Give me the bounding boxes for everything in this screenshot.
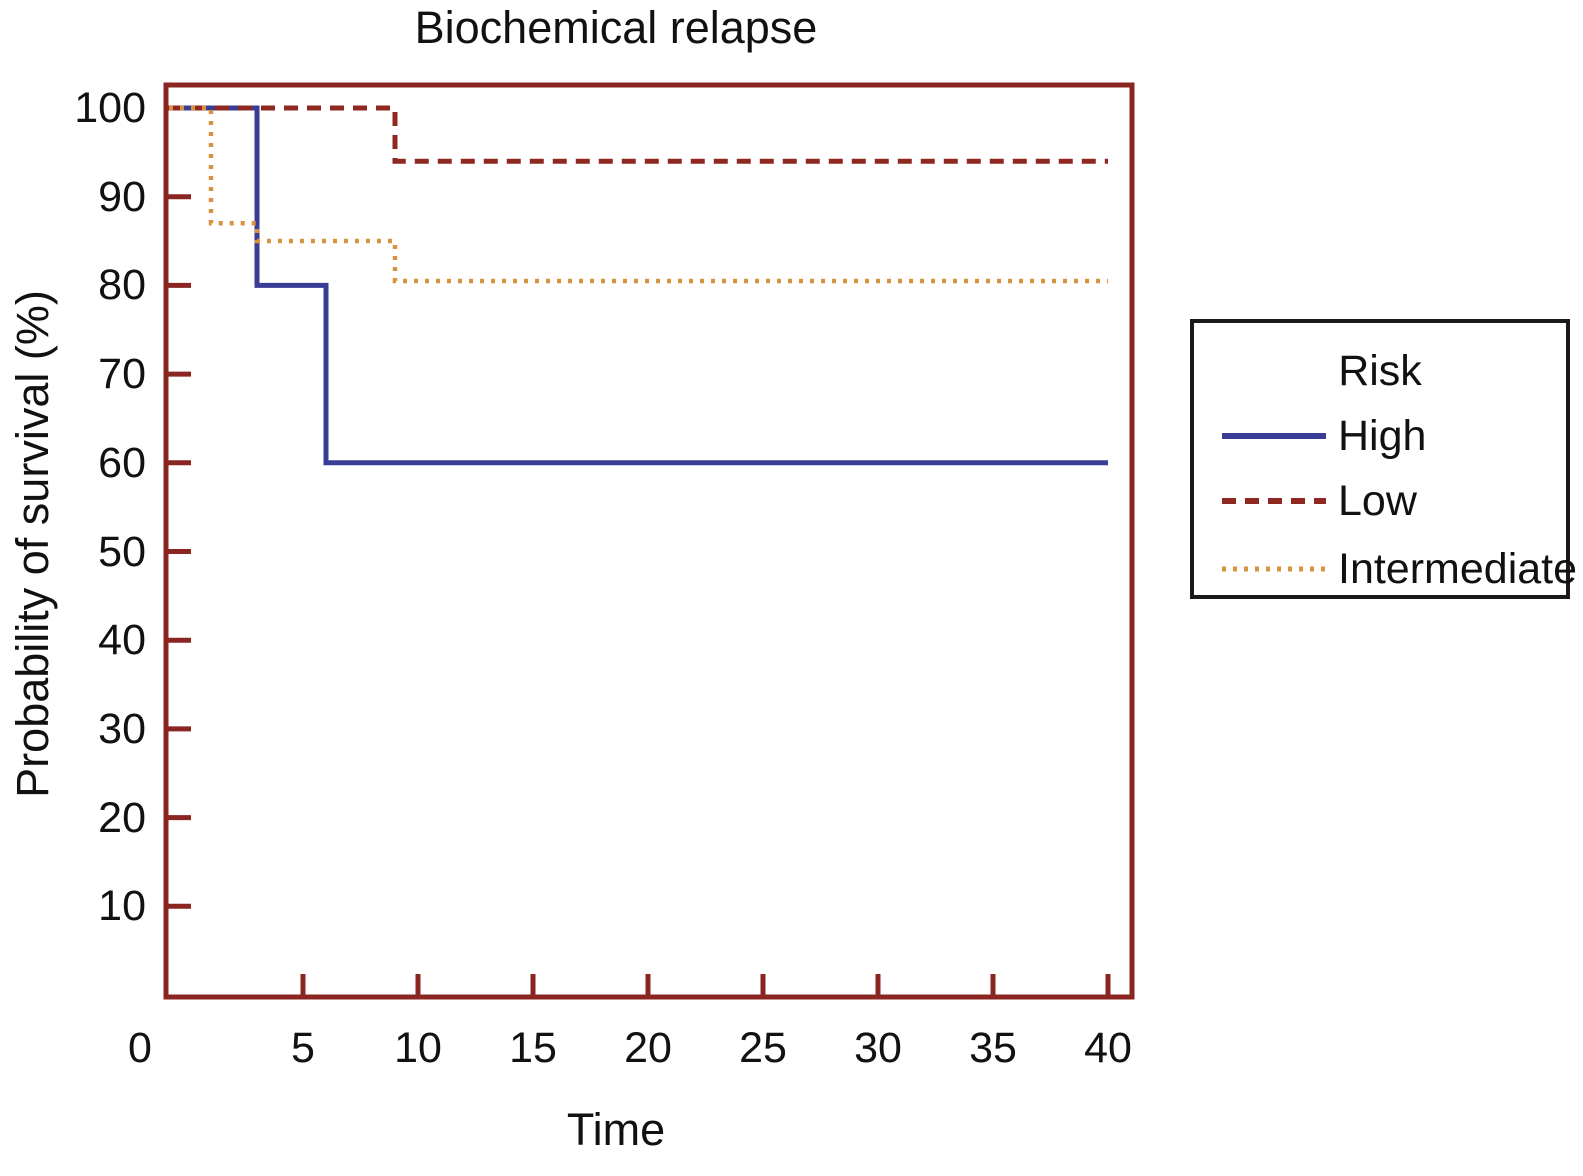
legend-box: Risk High Low Intermediate [1190,319,1577,599]
x-tick-label: 35 [969,1024,1017,1072]
x-tick-label: 25 [739,1024,787,1072]
legend-title: Risk [1338,347,1422,395]
legend-label: Low [1338,476,1417,525]
x-tick-label: 15 [509,1024,557,1072]
legend-item-low: Low [1222,475,1417,527]
x-tick-label: 10 [394,1024,442,1072]
y-tick-label: 80 [98,261,146,310]
chart-title: Biochemical relapse [414,2,818,53]
x-tick-label: 40 [1084,1024,1132,1072]
y-tick-label: 50 [98,527,146,576]
x-tick-label: 0 [128,1024,152,1072]
x-axis-label: Time [566,1104,666,1155]
y-tick-label: 40 [98,616,146,665]
x-tick-label: 5 [291,1024,315,1072]
y-tick-label: 10 [98,882,146,931]
y-tick-label: 90 [98,172,146,221]
legend-item-intermediate: Intermediate [1222,543,1577,595]
y-tick-label: 30 [98,704,146,753]
y-tick-label: 60 [98,438,146,487]
plot-frame [163,82,1135,1000]
legend-sample-dotted-line [1222,566,1326,572]
series-line-low [169,105,1108,164]
legend-item-high: High [1222,410,1426,462]
series-line-intermediate [169,105,1108,284]
y-tick-label: 20 [98,793,146,842]
y-tick-label: 70 [98,350,146,399]
legend-label: Intermediate [1338,544,1578,593]
legend-sample-dashed-line [1222,498,1326,504]
x-tick-label: 30 [854,1024,902,1072]
legend-label: High [1338,411,1427,460]
y-tick-label: 100 [74,84,146,132]
legend-sample-solid-line [1222,433,1326,439]
x-tick-label: 20 [624,1024,672,1072]
